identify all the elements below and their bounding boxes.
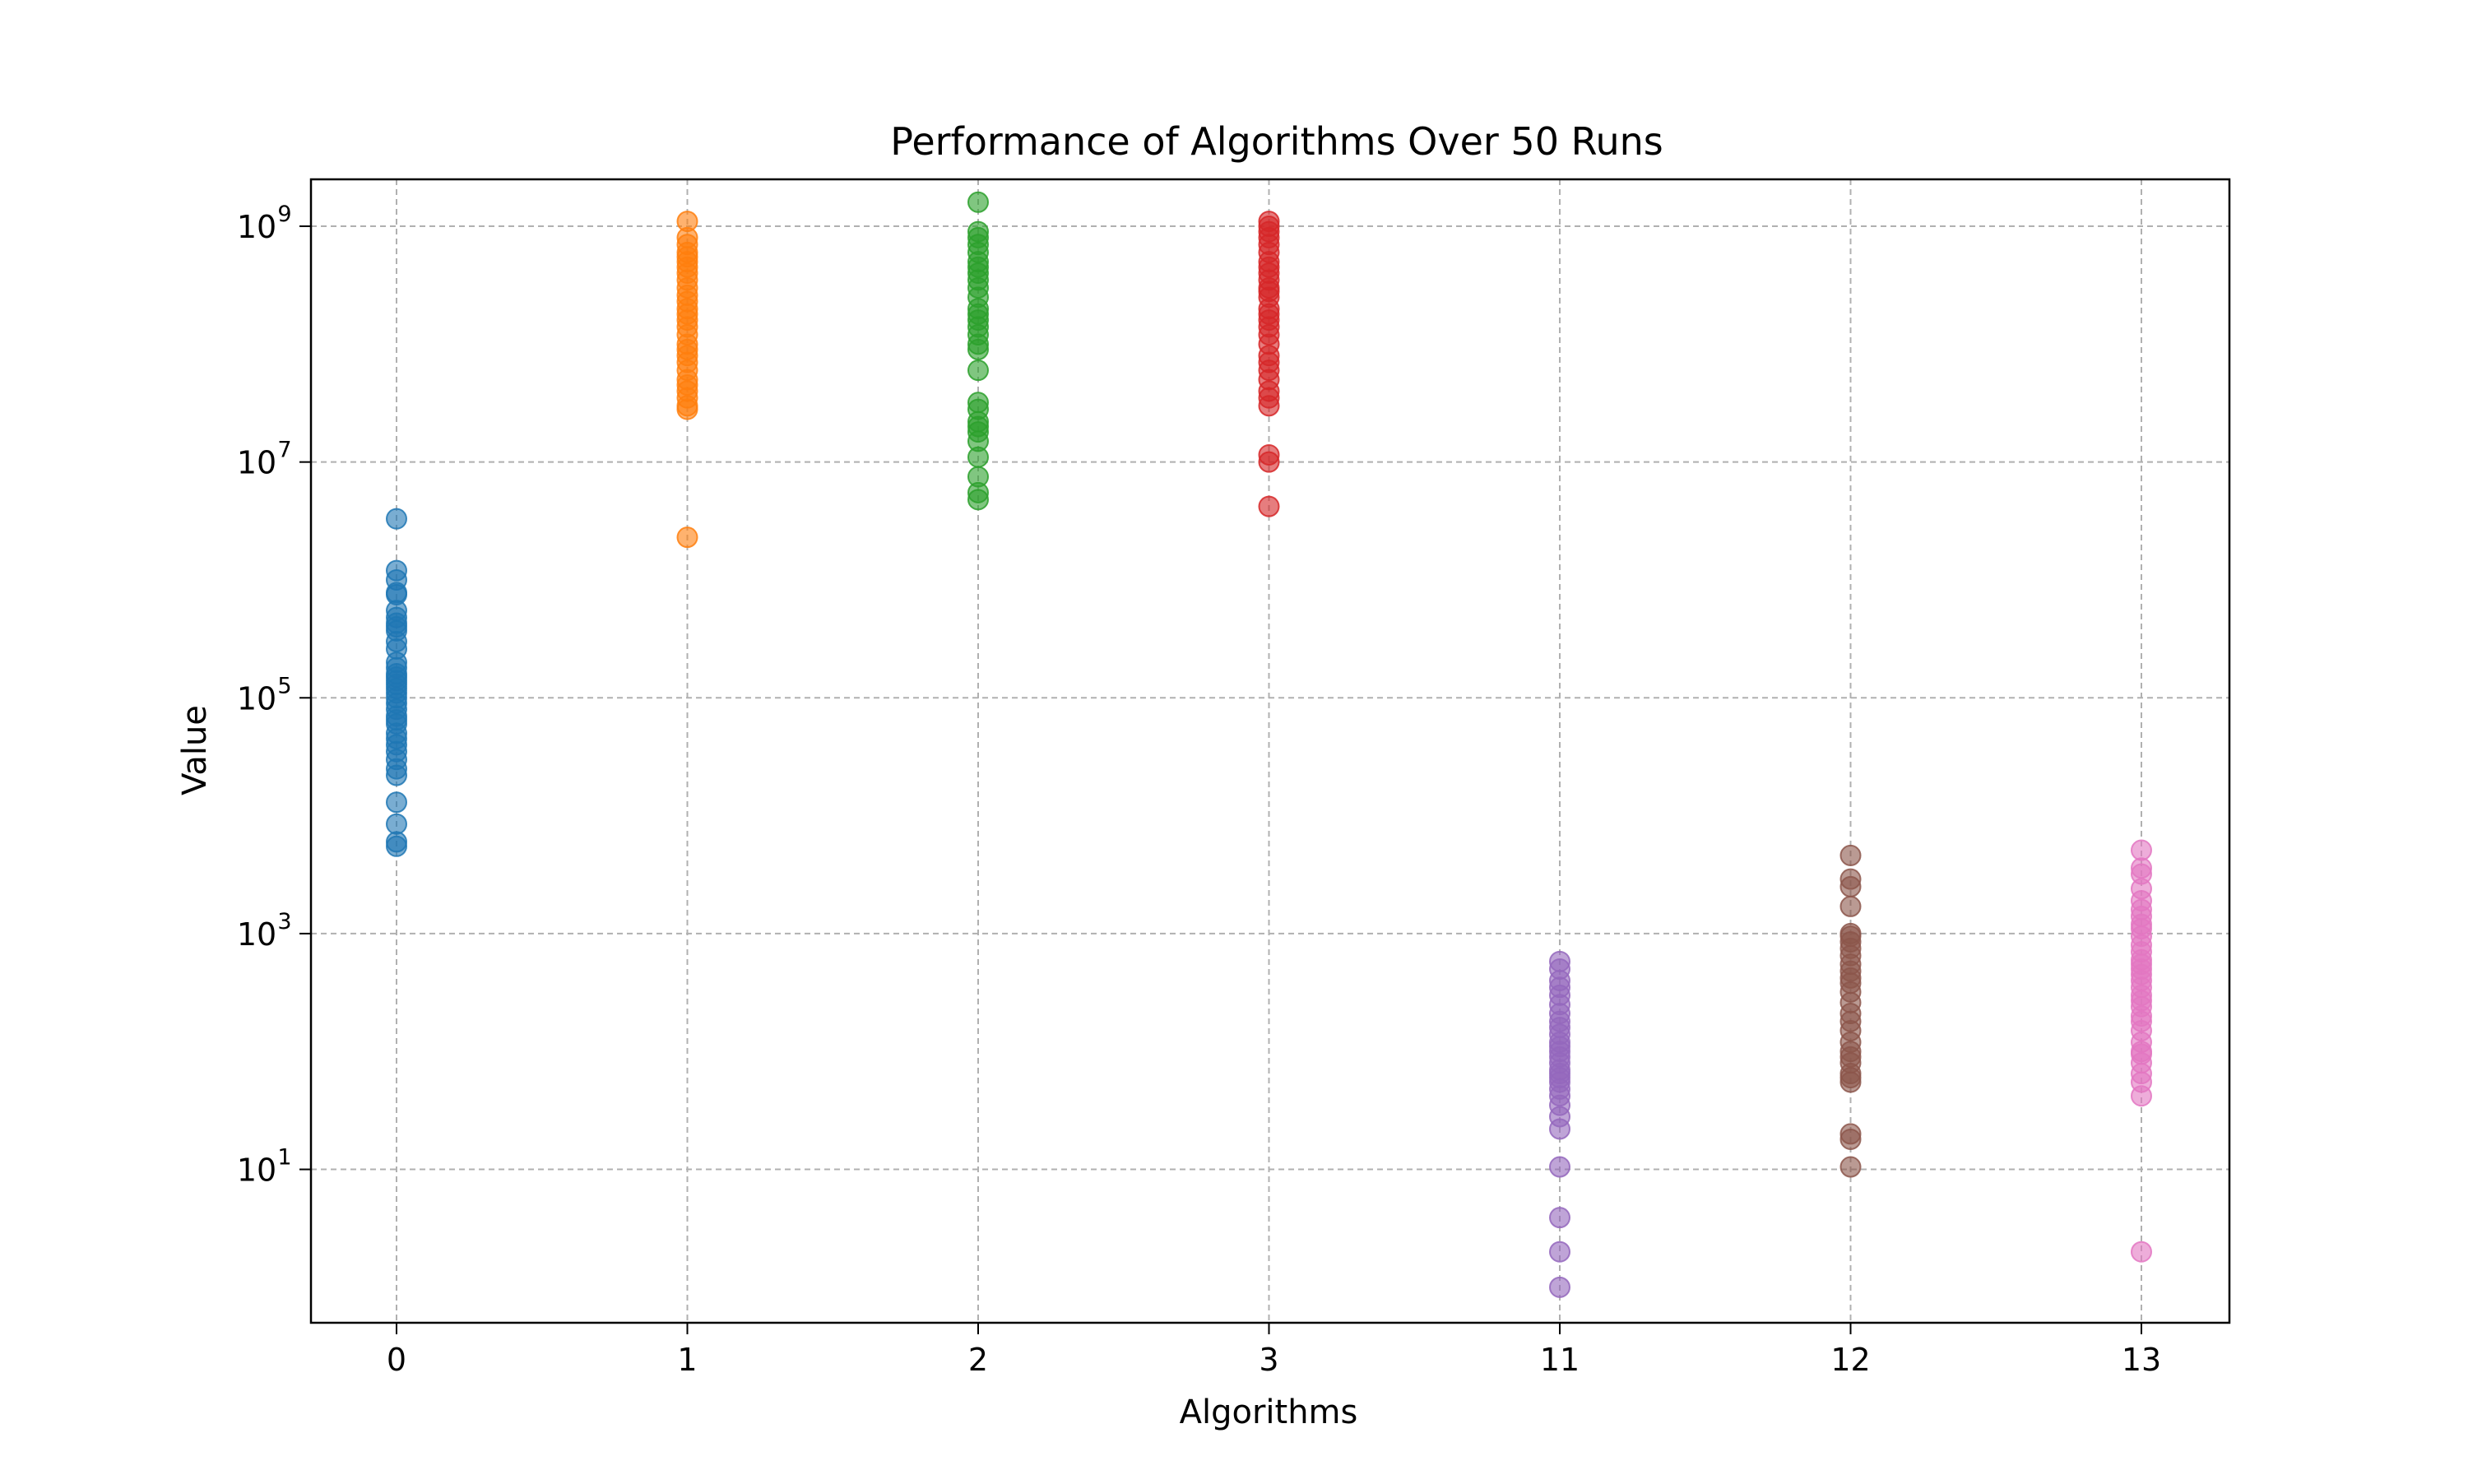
x-tick-label: 12 <box>1830 1342 1870 1378</box>
data-point <box>1549 1276 1570 1298</box>
x-tick-label: 3 <box>1259 1342 1278 1378</box>
data-point <box>967 338 989 360</box>
y-tick-label-base: 10 <box>237 445 276 481</box>
data-point <box>1839 875 1862 897</box>
data-point <box>1549 1207 1570 1229</box>
data-point <box>1839 1128 1862 1150</box>
y-tick-label: 10 1 <box>237 1145 292 1189</box>
y-tick-label: 10 5 <box>237 673 292 716</box>
data-point <box>1258 451 1280 473</box>
series-12 <box>1839 844 1862 1178</box>
series-13 <box>2131 839 2152 1263</box>
x-axis-label: Algorithms <box>1180 1394 1358 1431</box>
data-point <box>676 526 698 549</box>
data-point <box>1839 844 1862 866</box>
y-tick-label-exponent: 7 <box>277 438 291 463</box>
data-point <box>676 398 698 420</box>
y-tick-label-exponent: 5 <box>277 673 291 698</box>
y-tick-label-exponent: 3 <box>277 909 291 934</box>
y-tick-label-base: 10 <box>237 916 276 953</box>
y-axis-label: Value <box>176 705 214 795</box>
y-tick-label-exponent: 9 <box>277 202 291 227</box>
series-11 <box>1549 950 1570 1298</box>
x-tick-label: 11 <box>1540 1342 1580 1378</box>
chart-title: Performance of Algorithms Over 50 Runs <box>890 119 1663 164</box>
data-point <box>386 813 407 835</box>
x-tick-label: 1 <box>677 1342 697 1378</box>
data-point <box>1839 1071 1862 1093</box>
plot-frame <box>309 178 2231 1324</box>
data-point <box>967 191 989 213</box>
data-point <box>386 791 407 814</box>
y-tick-label-exponent: 1 <box>277 1145 291 1171</box>
data-point <box>1549 1118 1570 1140</box>
data-point <box>1839 895 1862 917</box>
series-3 <box>1258 211 1280 517</box>
data-point <box>967 446 989 468</box>
y-tick-label-base: 10 <box>237 680 276 716</box>
y-tick-label-base: 10 <box>237 1152 276 1189</box>
y-tick-label-base: 10 <box>237 209 276 245</box>
data-point <box>2131 1241 2152 1263</box>
y-tick-label: 10 3 <box>237 909 292 953</box>
data-point <box>967 489 989 511</box>
series-0 <box>386 508 407 857</box>
y-tick-label: 10 7 <box>237 438 292 481</box>
data-point <box>386 764 407 786</box>
x-tick-label: 13 <box>2122 1342 2161 1378</box>
data-point <box>1839 1156 1862 1178</box>
x-tick-label: 0 <box>387 1342 406 1378</box>
data-point <box>386 835 407 857</box>
data-point <box>2131 1085 2152 1107</box>
data-point <box>386 508 407 530</box>
data-points <box>386 191 2152 1298</box>
data-point <box>1258 395 1280 417</box>
series-2 <box>967 191 989 511</box>
data-point <box>2131 839 2152 861</box>
data-point <box>967 359 989 382</box>
data-point <box>1549 1156 1570 1178</box>
series-1 <box>676 211 698 549</box>
x-tick-label: 2 <box>968 1342 988 1378</box>
data-point <box>1258 495 1280 517</box>
y-tick-label: 10 9 <box>237 202 292 245</box>
data-point <box>1549 1241 1570 1263</box>
